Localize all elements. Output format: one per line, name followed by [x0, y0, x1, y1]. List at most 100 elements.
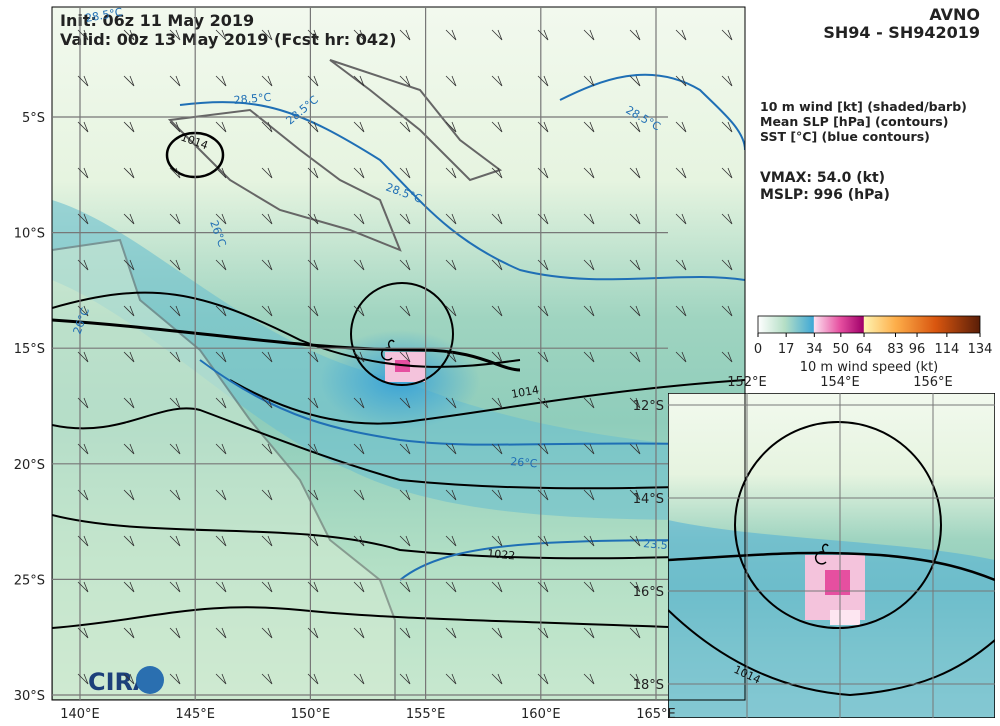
lon-label: 165°E: [636, 707, 676, 722]
wind-barb: [721, 305, 733, 317]
wind-barb: [629, 535, 641, 547]
wind-barb: [307, 627, 319, 639]
wind-barb: [77, 351, 89, 363]
inset-lat-label: 16°S: [633, 585, 664, 600]
inset-lat-label: 12°S: [633, 399, 664, 414]
wind-barb: [629, 75, 641, 87]
wind-barb: [445, 29, 457, 41]
wind-barb: [77, 581, 89, 593]
wind-barb: [307, 75, 319, 87]
wind-barb: [537, 581, 549, 593]
wind-barb: [721, 75, 733, 87]
wind-barb: [261, 213, 273, 225]
wind-barb: [491, 673, 503, 685]
storm-id: SH94 - SH942019: [823, 23, 980, 42]
wind-barb: [123, 29, 135, 41]
wind-barb: [583, 443, 595, 455]
wind-barb: [491, 305, 503, 317]
colorbar-tick-label: 17: [778, 342, 795, 357]
wind-barb: [537, 673, 549, 685]
wind-barb: [353, 29, 365, 41]
wind-barb: [307, 29, 319, 41]
lon-label: 160°E: [521, 707, 561, 722]
wind-barb: [353, 627, 365, 639]
wind-barb: [215, 121, 227, 133]
wind-barb: [629, 627, 641, 639]
wind-barb: [537, 305, 549, 317]
wind-barb: [215, 75, 227, 87]
wind-barb: [169, 535, 181, 547]
map-frame: [51, 6, 746, 701]
wind-barb: [629, 213, 641, 225]
wind-barb: [491, 581, 503, 593]
lon-label: 145°E: [175, 707, 215, 722]
wind-barb: [399, 351, 411, 363]
wind-barb: [353, 535, 365, 547]
wind-barb: [215, 305, 227, 317]
wind-barb: [215, 535, 227, 547]
wind-barb: [77, 121, 89, 133]
colorbar-label: 10 m wind speed (kt): [800, 360, 939, 375]
legend-line: Mean SLP [hPa] (contours): [760, 114, 948, 129]
colorbar-tick-label: 83: [887, 342, 904, 357]
wind-barb: [445, 121, 457, 133]
wind-barb: [583, 627, 595, 639]
wind-barb: [77, 489, 89, 501]
sst-label: 23.5: [643, 537, 669, 552]
wind-barb: [123, 489, 135, 501]
mslp: MSLP: 996 (hPa): [760, 187, 890, 203]
wind-barb: [169, 167, 181, 179]
wind-barb: [353, 75, 365, 87]
wind-barb: [261, 305, 273, 317]
inset-lon-label: 152°E: [727, 375, 767, 390]
wind-barb: [399, 397, 411, 409]
inset-lat-label: 14°S: [633, 492, 664, 507]
wind-barb: [721, 121, 733, 133]
inset-lon-label: 154°E: [820, 375, 860, 390]
wind-barb: [491, 75, 503, 87]
wind-barb: [537, 351, 549, 363]
vmax: VMAX: 54.0 (kt): [760, 170, 885, 186]
wind-barb: [123, 397, 135, 409]
wind-barb: [583, 397, 595, 409]
wind-barb: [261, 121, 273, 133]
wind-barb: [445, 489, 457, 501]
lon-label: 150°E: [291, 707, 331, 722]
wind-barb: [77, 213, 89, 225]
wind-barb: [491, 489, 503, 501]
wind-barb: [675, 305, 687, 317]
wind-barb: [261, 581, 273, 593]
wind-barb: [491, 397, 503, 409]
wind-barb: [261, 397, 273, 409]
wind-barb: [583, 489, 595, 501]
wind-barb: [169, 213, 181, 225]
wind-barb: [261, 75, 273, 87]
colorbar-tick-label: 50: [833, 342, 850, 357]
wind-barb: [169, 627, 181, 639]
wind-barb: [629, 259, 641, 271]
wind-barb: [169, 397, 181, 409]
lat-label: 5°S: [22, 111, 45, 126]
inset-lat-label: 18°S: [633, 678, 664, 693]
wind-barb: [77, 29, 89, 41]
wind-barb: [491, 351, 503, 363]
wind-barb: [169, 443, 181, 455]
wind-barb: [307, 489, 319, 501]
wind-barb: [629, 489, 641, 501]
wind-barb: [583, 213, 595, 225]
wind-barb: [445, 673, 457, 685]
wind-barb: [307, 397, 319, 409]
wind-barb: [169, 581, 181, 593]
wind-barb: [583, 673, 595, 685]
wind-barb: [123, 627, 135, 639]
wind-barb: [399, 673, 411, 685]
wind-barb: [399, 213, 411, 225]
wind-barb: [169, 673, 181, 685]
wind-barb: [675, 213, 687, 225]
wind-barb: [307, 305, 319, 317]
colorbar-tick-label: 0: [754, 342, 762, 357]
wind-barb: [261, 489, 273, 501]
wind-barb: [353, 305, 365, 317]
wind-barb: [77, 305, 89, 317]
